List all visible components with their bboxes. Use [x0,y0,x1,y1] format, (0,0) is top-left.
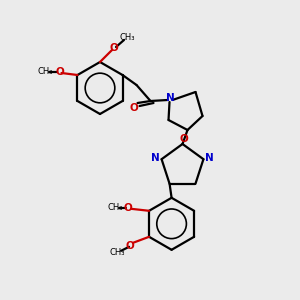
Text: O: O [124,203,132,213]
Text: N: N [166,93,175,103]
Text: N: N [151,153,160,163]
Text: N: N [205,153,214,163]
Text: CH₃: CH₃ [109,248,125,257]
Text: O: O [55,67,64,77]
Text: O: O [126,241,134,251]
Text: CH₃: CH₃ [38,68,53,76]
Text: CH₃: CH₃ [107,203,123,212]
Text: O: O [129,103,138,113]
Text: O: O [179,134,188,144]
Text: CH₃: CH₃ [119,34,135,43]
Text: O: O [110,43,118,53]
